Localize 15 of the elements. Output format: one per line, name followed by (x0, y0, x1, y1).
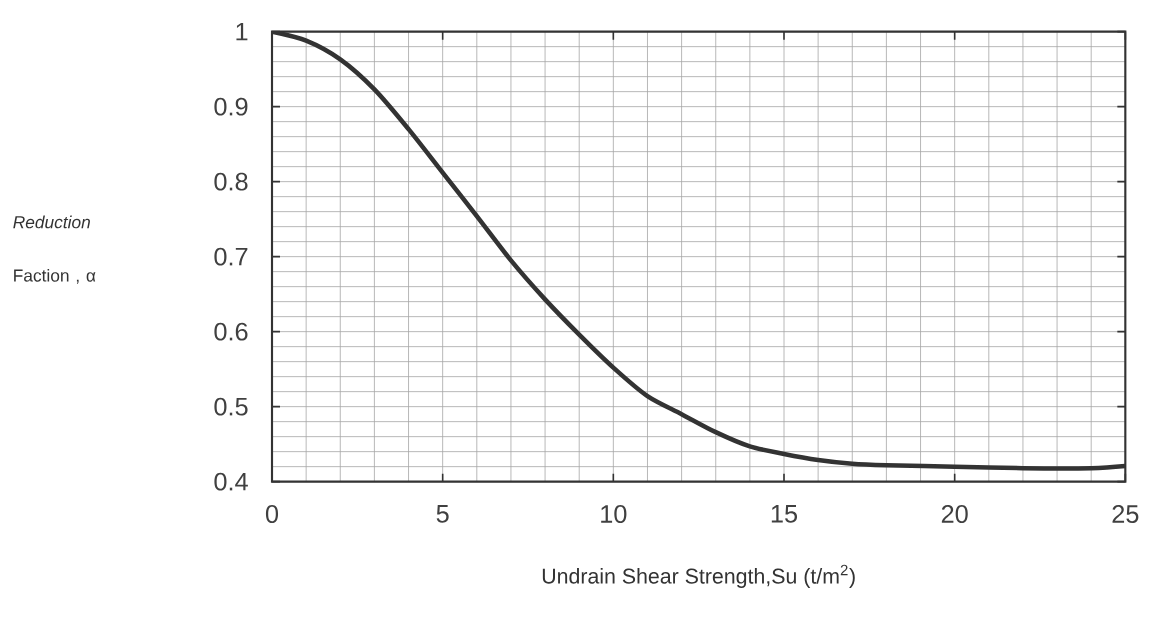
y-tick-label: 0.6 (214, 322, 248, 341)
x-tick-label: 20 (941, 505, 968, 523)
x-tick-label: 15 (771, 505, 798, 523)
y-tick-label: 0.4 (214, 472, 248, 491)
y-tick-label: 0.9 (214, 97, 248, 116)
y-tick-label: 0.7 (214, 247, 248, 266)
y-tick-label: 1 (236, 22, 248, 41)
x-tick-label: 10 (601, 505, 627, 523)
x-tick-label: 25 (1112, 505, 1139, 523)
x-tick-label: 0 (265, 505, 279, 523)
y-tick-label: 0.8 (214, 172, 248, 191)
x-tick-label: 5 (436, 505, 449, 523)
x-axis-title: Undrain Shear Strength,Su (t/m$^{2}$) (542, 564, 855, 588)
y-tick-label: 0.5 (214, 397, 248, 416)
text: Reduction Faction , α (13, 215, 96, 284)
